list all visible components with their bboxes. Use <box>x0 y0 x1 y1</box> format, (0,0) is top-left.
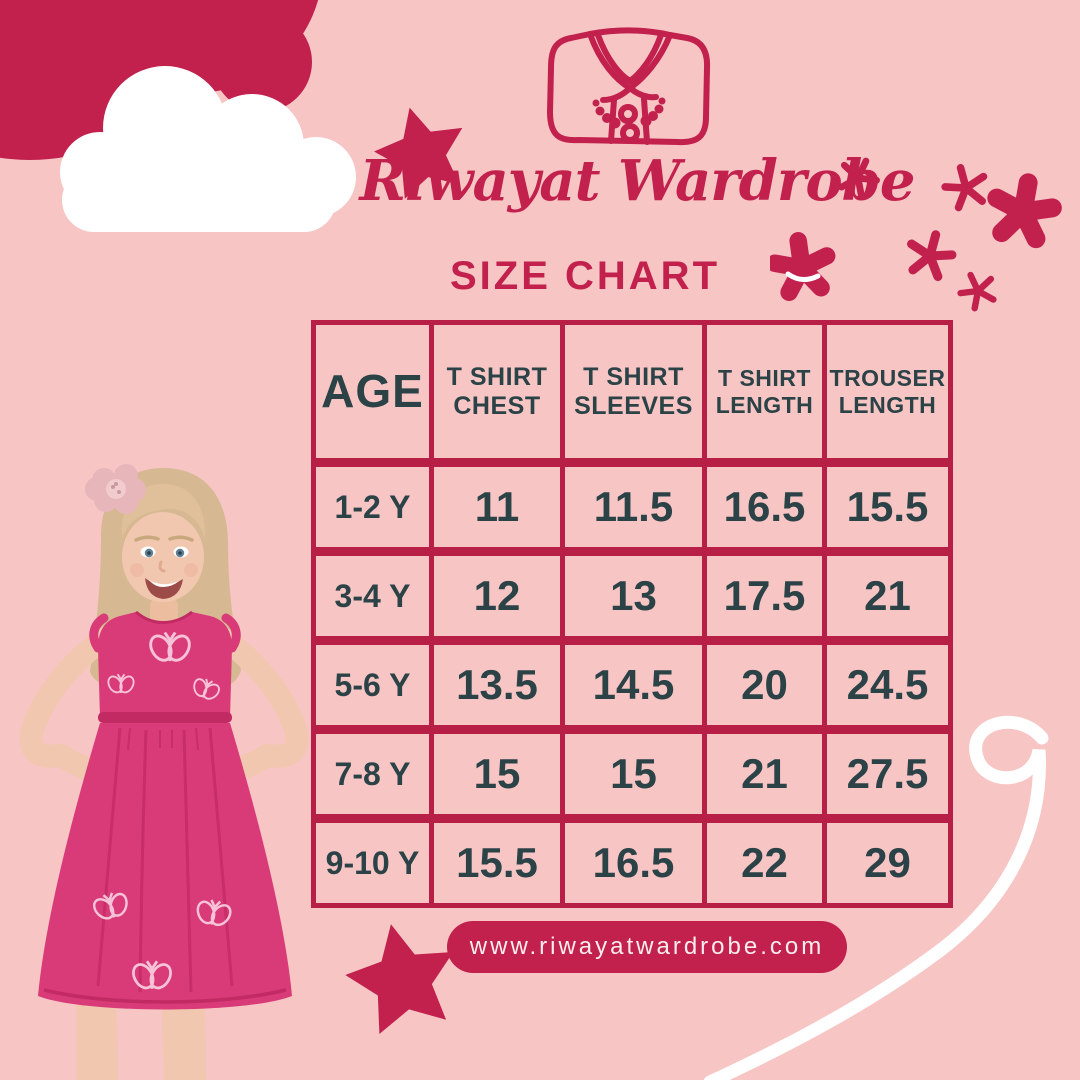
value-cell: 15 <box>434 734 560 814</box>
value-cell: 11.5 <box>565 467 702 547</box>
value-cell: 16.5 <box>707 467 822 547</box>
age-cell: 9-10 Y <box>316 823 429 903</box>
girl-photo <box>19 464 309 1080</box>
age-cell: 1-2 Y <box>316 467 429 547</box>
white-cloud-shape <box>60 66 356 232</box>
girl-illustration <box>19 464 309 1080</box>
value-cell: 22 <box>707 823 822 903</box>
value-cell: 15 <box>565 734 702 814</box>
cloud-decoration <box>0 0 356 232</box>
website-pill: www.riwayatwardrobe.com <box>447 921 847 973</box>
col-header-tshirt-chest: T SHIRT CHEST <box>434 325 560 458</box>
crimson-cloud-shape <box>0 0 319 160</box>
col-header-tshirt-length: T SHIRT LENGTH <box>707 325 822 458</box>
necklace-beads <box>592 97 666 129</box>
value-cell: 12 <box>434 556 560 636</box>
squiggle-decoration <box>703 715 1049 1080</box>
website-url: www.riwayatwardrobe.com <box>469 933 825 960</box>
age-cell: 3-4 Y <box>316 556 429 636</box>
value-cell: 29 <box>827 823 948 903</box>
age-cell: 5-6 Y <box>316 645 429 725</box>
value-cell: 20 <box>707 645 822 725</box>
value-cell: 21 <box>707 734 822 814</box>
value-cell: 13 <box>565 556 702 636</box>
col-header-age: AGE <box>316 325 429 458</box>
size-chart-table: AGE T SHIRT CHEST T SHIRT SLEEVES T SHIR… <box>311 320 953 908</box>
page-title: SIZE CHART <box>450 254 720 298</box>
star-icon <box>345 924 454 1034</box>
col-header-trouser-length: TROUSER LENGTH <box>827 325 948 458</box>
flower-hair-clip <box>85 464 146 514</box>
value-cell: 14.5 <box>565 645 702 725</box>
col-header-tshirt-sleeves: T SHIRT SLEEVES <box>565 325 702 458</box>
value-cell: 16.5 <box>565 823 702 903</box>
value-cell: 11 <box>434 467 560 547</box>
value-cell: 17.5 <box>707 556 822 636</box>
value-cell: 15.5 <box>827 467 948 547</box>
star-icon <box>374 107 463 199</box>
sparkle-stars-decoration <box>770 150 1080 320</box>
age-cell: 7-8 Y <box>316 734 429 814</box>
value-cell: 27.5 <box>827 734 948 814</box>
brand-logo-blouse-icon <box>547 27 711 146</box>
value-cell: 13.5 <box>434 645 560 725</box>
value-cell: 15.5 <box>434 823 560 903</box>
brand-name: Riwayat Wardrobe <box>359 148 915 214</box>
value-cell: 21 <box>827 556 948 636</box>
value-cell: 24.5 <box>827 645 948 725</box>
